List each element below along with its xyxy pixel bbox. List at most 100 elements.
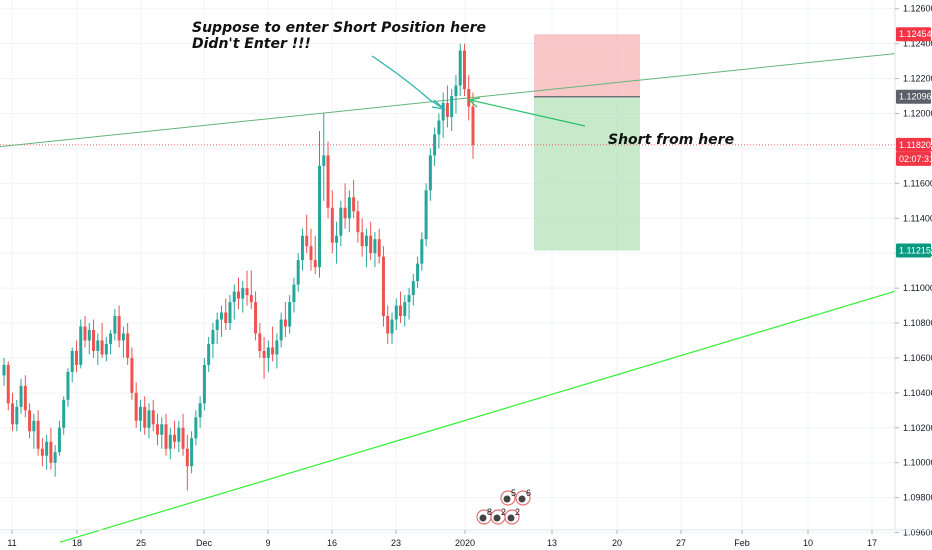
candle bbox=[87, 323, 91, 355]
price-label-text: 02:07:31 bbox=[899, 154, 932, 164]
candle bbox=[335, 221, 339, 264]
event-marker-icon[interactable]: 5 bbox=[500, 488, 516, 506]
candle-body bbox=[49, 441, 53, 463]
candle-body bbox=[407, 295, 411, 303]
candle-body bbox=[130, 357, 134, 393]
candle-body bbox=[266, 347, 270, 358]
candle bbox=[279, 312, 283, 348]
candle bbox=[462, 43, 466, 97]
time-axis[interactable]: 11 18 25 Dec 9 16 23 2020 13 20 27 Feb 10 17 bbox=[0, 529, 932, 548]
candle bbox=[190, 431, 194, 474]
candle-body bbox=[262, 350, 266, 358]
candle-body bbox=[109, 333, 113, 344]
candle bbox=[121, 326, 125, 358]
candle bbox=[83, 316, 87, 348]
candle bbox=[309, 228, 313, 271]
candle bbox=[2, 357, 6, 386]
candle-body bbox=[300, 235, 304, 261]
price-label: 1.11215 bbox=[896, 243, 931, 258]
price-label: 1.12454 bbox=[896, 27, 932, 42]
candle-body bbox=[445, 103, 449, 117]
candle-body bbox=[143, 406, 147, 428]
candle bbox=[126, 323, 130, 365]
candle-body bbox=[104, 343, 108, 355]
candle-body bbox=[173, 434, 177, 442]
candle bbox=[96, 333, 100, 365]
candle bbox=[258, 323, 262, 358]
event-marker-icon[interactable]: 6 bbox=[515, 488, 531, 506]
price-label-bg bbox=[896, 137, 931, 152]
candle-body bbox=[326, 155, 330, 208]
candle bbox=[117, 305, 121, 348]
price-label-bg bbox=[896, 243, 931, 258]
candle bbox=[288, 295, 292, 334]
candle-body bbox=[437, 120, 441, 135]
candle-body bbox=[160, 424, 164, 435]
candle-body bbox=[339, 207, 343, 236]
price-label-bg bbox=[896, 151, 931, 166]
candle bbox=[271, 326, 275, 362]
short-position-tool[interactable] bbox=[534, 34, 640, 251]
price-tick-label: 1.10200 bbox=[903, 423, 932, 433]
event-count: 2 bbox=[501, 507, 506, 517]
candle-body bbox=[296, 260, 300, 285]
candle bbox=[390, 312, 394, 344]
candle bbox=[373, 232, 377, 268]
candle bbox=[104, 336, 108, 362]
candle-body bbox=[219, 312, 223, 320]
candle bbox=[198, 396, 202, 428]
candle-body bbox=[66, 371, 70, 400]
price-axis[interactable]: 1.126001.124001.122001.120001.118001.116… bbox=[894, 0, 932, 538]
candle-body bbox=[6, 364, 10, 404]
event-markers[interactable]: 5 68 2 2 bbox=[476, 488, 531, 525]
candle-body bbox=[126, 333, 130, 358]
candle-body bbox=[343, 207, 347, 219]
candle-body bbox=[15, 406, 19, 425]
candle bbox=[23, 375, 27, 418]
candle bbox=[330, 190, 334, 254]
candle bbox=[19, 378, 23, 414]
candle-body bbox=[424, 190, 428, 240]
candle bbox=[416, 256, 420, 289]
candle-body bbox=[364, 235, 368, 247]
lower-trend-line[interactable] bbox=[59, 290, 896, 543]
candle-body bbox=[40, 448, 44, 456]
candle bbox=[168, 427, 172, 460]
candle-body bbox=[420, 239, 424, 264]
candle-body bbox=[471, 106, 475, 145]
candle-body bbox=[330, 207, 334, 243]
candle-body bbox=[403, 302, 407, 317]
price-tick-label: 1.11400 bbox=[903, 213, 932, 223]
candle-body bbox=[87, 330, 91, 341]
price-tick-label: 1.10000 bbox=[903, 458, 932, 468]
candle bbox=[11, 392, 15, 432]
candle-body bbox=[288, 302, 292, 327]
candle bbox=[266, 340, 270, 372]
candle-body bbox=[352, 197, 356, 212]
event-marker-dot bbox=[507, 514, 515, 522]
take-profit-zone[interactable] bbox=[534, 96, 640, 251]
candle-body bbox=[390, 319, 394, 334]
annotation-arrows bbox=[371, 55, 586, 127]
time-tick-label: 25 bbox=[136, 538, 146, 548]
event-marker-icon[interactable]: 2 bbox=[504, 507, 520, 525]
candle-body bbox=[381, 256, 385, 317]
short-arrow bbox=[469, 99, 586, 127]
candle bbox=[411, 274, 415, 306]
candle bbox=[49, 427, 53, 470]
annotation-short-text: Short from here bbox=[608, 132, 734, 148]
candle-body bbox=[467, 89, 471, 107]
candle-body bbox=[347, 197, 351, 219]
candle bbox=[74, 340, 78, 372]
candle bbox=[428, 148, 432, 201]
candle bbox=[305, 214, 309, 254]
candle bbox=[53, 445, 57, 477]
candle-body bbox=[194, 417, 198, 439]
candle bbox=[386, 305, 390, 344]
candle bbox=[109, 330, 113, 355]
time-tick-label: Dec bbox=[196, 538, 213, 548]
stop-loss-zone[interactable] bbox=[534, 34, 640, 97]
candle-body bbox=[198, 403, 202, 418]
event-marker-icon[interactable]: 8 bbox=[476, 507, 492, 525]
